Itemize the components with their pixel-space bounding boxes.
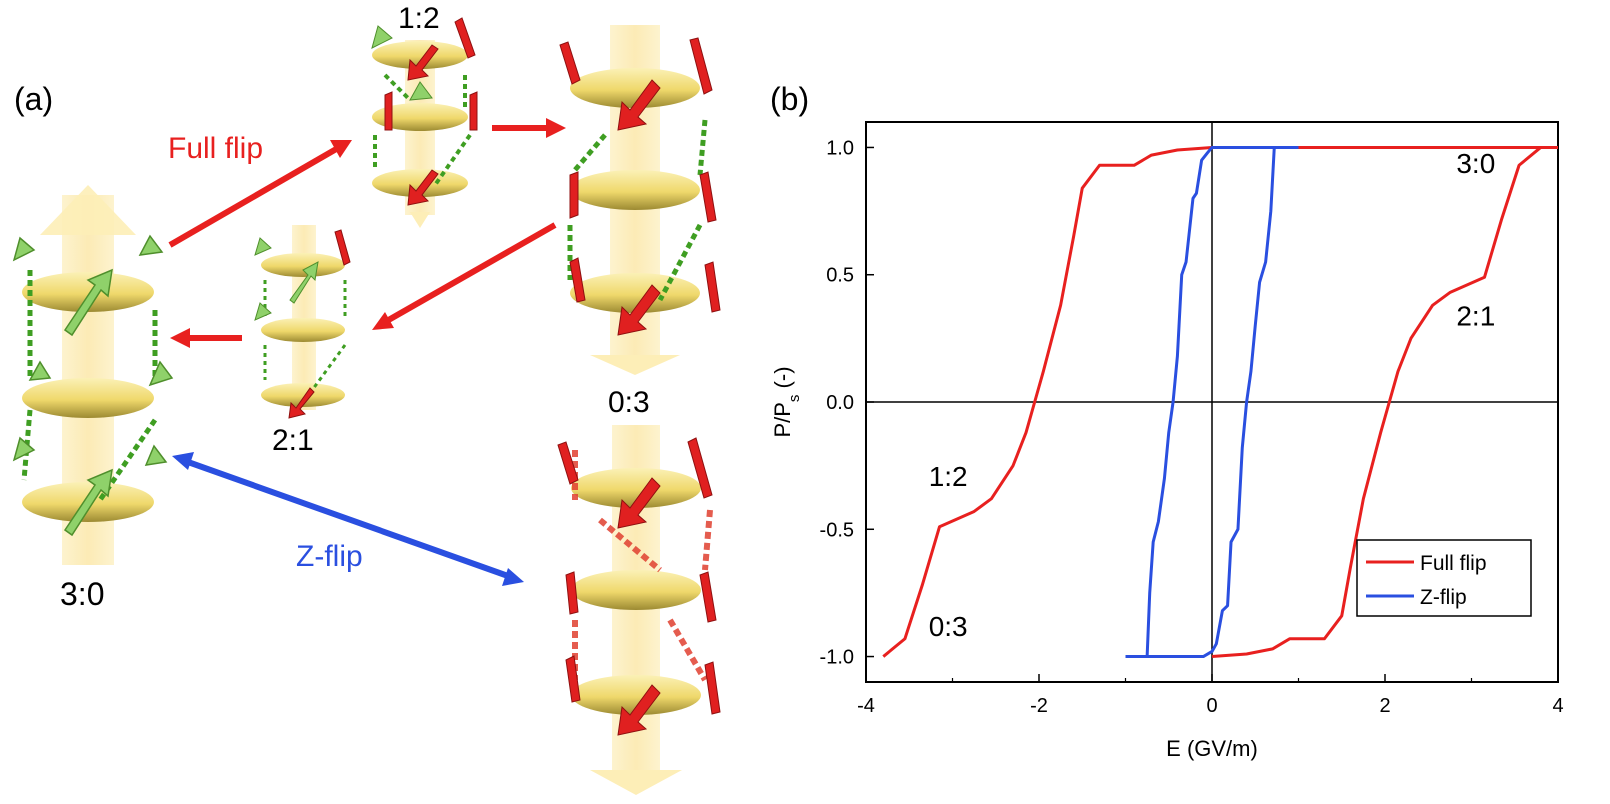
molecule-stack-3-0: 3:0 <box>12 185 174 612</box>
x-tick-label: -4 <box>857 695 875 717</box>
panel-a-illustration: (a) 3:0 <box>12 2 721 795</box>
state-label-2-1: 2:1 <box>272 424 314 457</box>
molecule-stack-0-3: 0:3 <box>559 25 721 419</box>
axis-ticks: -4 -2 0 2 4 1.0 0.5 0.0 -0.5 -1.0 <box>820 137 1564 717</box>
z-flip-label: Z-flip <box>296 540 363 573</box>
series-layer <box>882 145 1558 659</box>
state-label-0-3: 0:3 <box>608 386 650 419</box>
x-tick-label: 2 <box>1379 695 1390 717</box>
annotation-2-1: 2:1 <box>1456 301 1495 332</box>
series-full-flip-branch-down <box>1211 146 1542 659</box>
y-tick-label: 1.0 <box>826 137 854 159</box>
full-flip-label: Full flip <box>168 132 263 165</box>
y-tick-label: -1.0 <box>820 647 854 669</box>
annotation-0-3: 0:3 <box>929 611 968 642</box>
annotation-3-0: 3:0 <box>1456 148 1495 179</box>
zero-lines <box>866 122 1558 682</box>
legend: Full flip Z-flip <box>1356 539 1532 617</box>
y-tick-label: 0.0 <box>826 392 854 414</box>
x-tick-label: 0 <box>1206 695 1217 717</box>
legend-label-full-flip: Full flip <box>1420 552 1487 575</box>
molecule-stack-z-flip <box>557 425 721 795</box>
panel-b-label: (b) <box>770 81 809 117</box>
z-flip-arrow: Z-flip <box>172 452 524 586</box>
y-axis-label: P/Ps (-) <box>770 366 803 437</box>
x-axis-label: E (GV/m) <box>1166 736 1258 761</box>
x-tick-label: -2 <box>1030 695 1048 717</box>
legend-label-z-flip: Z-flip <box>1420 586 1467 609</box>
x-tick-label: 4 <box>1552 695 1563 717</box>
full-flip-arrows: Full flip <box>168 118 566 348</box>
state-label-3-0: 3:0 <box>60 576 104 612</box>
annotations: 3:0 2:1 1:2 0:3 <box>929 148 1496 642</box>
y-tick-label: 0.5 <box>826 265 854 287</box>
state-label-1-2: 1:2 <box>398 2 440 35</box>
series-z-flip-branch-down <box>1125 147 1276 659</box>
molecule-stack-1-2: 1:2 <box>371 2 478 228</box>
annotation-1-2: 1:2 <box>929 461 968 492</box>
panel-b-chart: (b) -4 -2 0 2 4 1.0 0.5 0.0 -0.5 -1.0 3:0 2:1 1:2 0:… <box>770 81 1564 761</box>
y-tick-label: -0.5 <box>820 519 854 541</box>
series-z-flip-branch-up <box>1125 145 1299 659</box>
molecule-stack-2-1: 2:1 <box>254 225 351 457</box>
panel-a-label: (a) <box>14 81 53 117</box>
